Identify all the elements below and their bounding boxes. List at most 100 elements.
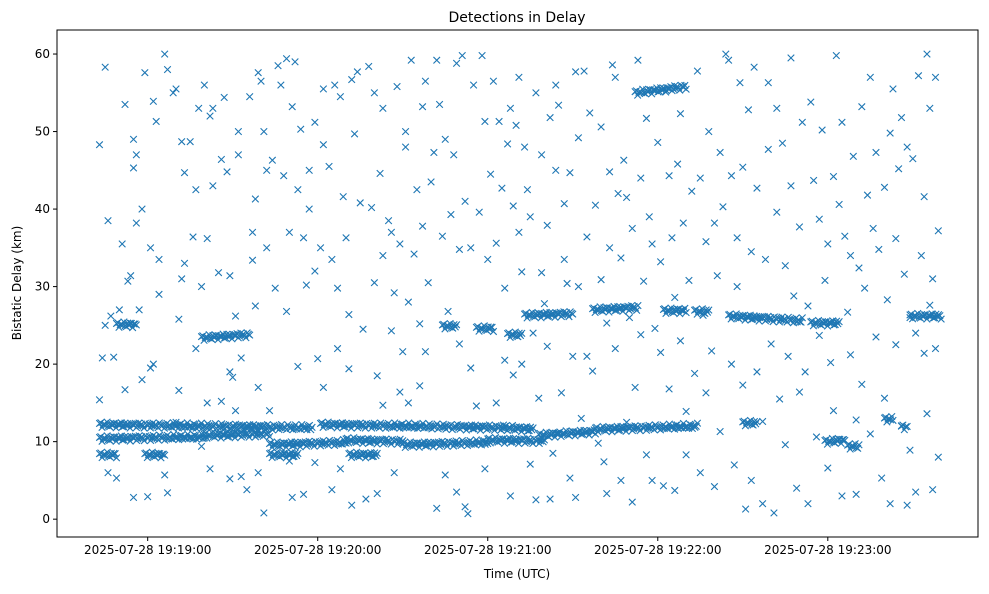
data-point (393, 82, 401, 91)
data-point (583, 233, 591, 241)
data-point (523, 186, 532, 194)
data-point (254, 383, 262, 392)
data-point (95, 396, 104, 404)
data-point (773, 104, 781, 112)
data-point (679, 219, 687, 227)
y-axis-label: Bistatic Delay (km) (10, 226, 24, 341)
data-point (529, 329, 537, 337)
data-point (566, 168, 574, 177)
data-point (350, 130, 359, 138)
data-point (155, 255, 163, 264)
data-point (234, 151, 243, 159)
data-point (135, 306, 143, 314)
track-point (903, 422, 911, 431)
data-point (515, 73, 523, 81)
data-point (401, 143, 410, 151)
data-point (648, 476, 656, 485)
data-point (756, 313, 764, 322)
data-point (370, 279, 379, 287)
data-point (353, 68, 362, 76)
track-point (569, 310, 577, 318)
track-point (200, 434, 209, 442)
track-point (614, 426, 623, 435)
data-point (192, 344, 200, 353)
track-point (265, 432, 274, 441)
data-point (376, 169, 384, 178)
data-point (288, 103, 296, 111)
data-point (642, 451, 651, 459)
data-point (501, 356, 509, 364)
data-point (401, 127, 410, 136)
data-point (316, 244, 325, 252)
track-point (516, 331, 525, 340)
data-point (656, 258, 665, 266)
track-point (140, 436, 148, 445)
data-point (226, 272, 234, 280)
data-point (209, 182, 217, 190)
data-point (736, 79, 744, 87)
data-point (535, 394, 543, 402)
data-point (883, 296, 892, 304)
track-point (242, 333, 250, 342)
data-point (654, 138, 662, 147)
track-point (577, 430, 586, 439)
data-point (251, 195, 260, 203)
data-point (444, 307, 452, 316)
data-point (852, 416, 860, 424)
data-point (195, 104, 203, 112)
track-point (682, 308, 690, 317)
track-point (924, 311, 932, 320)
data-point (297, 125, 305, 133)
data-point (546, 495, 554, 503)
data-point (515, 228, 523, 237)
track-point (750, 417, 759, 426)
data-point (685, 276, 693, 285)
data-point (554, 101, 563, 109)
data-point (583, 352, 591, 361)
track-point (565, 312, 573, 321)
data-point (373, 372, 381, 380)
data-point (560, 199, 568, 208)
data-point (566, 474, 574, 482)
track-point (373, 449, 381, 458)
track-point (218, 430, 226, 439)
track-point (529, 424, 537, 432)
data-point (855, 264, 863, 272)
data-point (671, 486, 679, 495)
data-point (673, 160, 682, 168)
data-point (628, 224, 636, 233)
track-point (649, 86, 657, 94)
data-point (781, 261, 789, 270)
data-point (838, 492, 846, 500)
track-point (611, 306, 619, 315)
data-point (197, 442, 206, 450)
data-point (107, 312, 115, 320)
data-point (404, 298, 413, 306)
data-point (331, 81, 339, 89)
data-point (452, 59, 461, 68)
data-point (231, 312, 240, 320)
data-point (605, 244, 614, 252)
data-point (577, 414, 585, 423)
data-point (860, 284, 869, 292)
data-point (858, 380, 866, 388)
data-point (892, 234, 900, 243)
data-point (645, 213, 653, 221)
data-point (421, 348, 430, 356)
data-point (841, 232, 849, 240)
data-point (416, 382, 424, 390)
chart-title: Detections in Delay (448, 10, 585, 26)
data-point (611, 344, 619, 353)
data-point (724, 56, 733, 64)
data-point (906, 313, 914, 322)
track-point (487, 323, 495, 331)
data-point (486, 170, 495, 178)
data-point (824, 240, 832, 248)
data-point (722, 50, 730, 58)
track-point (753, 417, 761, 426)
data-point (662, 86, 670, 95)
data-point (733, 234, 741, 242)
data-point (716, 427, 724, 436)
data-point (237, 354, 245, 362)
data-point (659, 482, 668, 490)
